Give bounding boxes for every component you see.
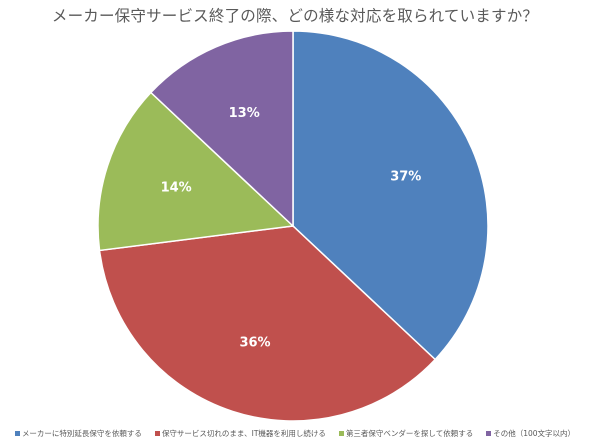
legend-swatch <box>154 431 160 436</box>
data-label: 14% <box>161 181 192 196</box>
pie-slice <box>98 225 437 422</box>
legend-item: 第三者保守ベンダーを探して依頼する <box>338 428 474 439</box>
legend-swatch <box>486 431 492 436</box>
legend-swatch <box>14 431 20 436</box>
chart-title: メーカー保守サービス終了の際、どの様な対応を取られていますか？ <box>51 7 539 25</box>
legend-label: その他（100文字以内） <box>493 429 576 438</box>
legend-label: 保守サービス切れのまま、IT機器を利用し続ける <box>161 429 326 438</box>
legend-item: メーカーに特別延長保守を依頼する <box>14 428 142 439</box>
pie-chart: 37% 36% 14% 13% <box>97 30 489 422</box>
data-label: 37% <box>390 170 421 185</box>
data-label: 13% <box>229 106 260 121</box>
pie-slice <box>149 30 294 228</box>
legend-label: 第三者保守ベンダーを探して依頼する <box>345 429 474 438</box>
pie-slice <box>97 91 295 252</box>
data-label: 36% <box>239 335 270 350</box>
legend: メーカーに特別延長保守を依頼する 保守サービス切れのまま、IT機器を利用し続ける… <box>0 428 590 439</box>
pie-slice <box>292 30 489 361</box>
legend-label: メーカーに特別延長保守を依頼する <box>21 429 142 438</box>
legend-swatch <box>338 431 344 436</box>
legend-item: その他（100文字以内） <box>486 428 575 439</box>
legend-item: 保守サービス切れのまま、IT機器を利用し続ける <box>154 428 326 439</box>
